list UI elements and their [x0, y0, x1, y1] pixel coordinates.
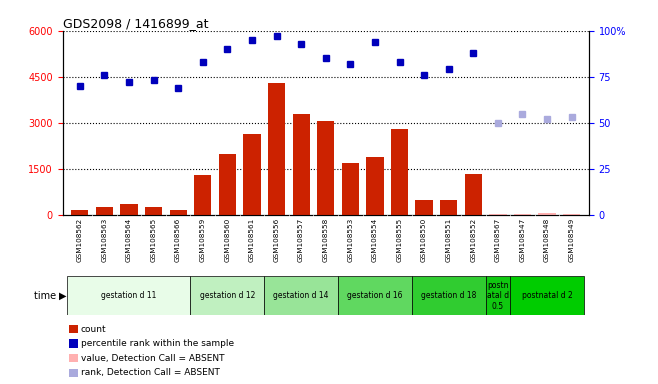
Bar: [120, 204, 138, 215]
Text: GSM108560: GSM108560: [224, 218, 230, 262]
Text: GSM108550: GSM108550: [421, 218, 427, 262]
Text: GSM108548: GSM108548: [544, 218, 550, 262]
Text: GSM108553: GSM108553: [347, 218, 353, 262]
Text: GSM108547: GSM108547: [520, 218, 526, 262]
Bar: [293, 114, 310, 215]
Text: GSM108554: GSM108554: [372, 218, 378, 262]
Bar: [190, 276, 265, 315]
Bar: [538, 213, 556, 215]
Text: GSM108557: GSM108557: [298, 218, 304, 262]
Text: GSM108555: GSM108555: [397, 218, 403, 262]
Text: gestation d 14: gestation d 14: [273, 291, 329, 300]
Text: GSM108559: GSM108559: [200, 218, 206, 262]
Bar: [514, 214, 531, 215]
Bar: [486, 276, 510, 315]
Bar: [338, 276, 412, 315]
Text: postnatal d 2: postnatal d 2: [522, 291, 572, 300]
Bar: [465, 174, 482, 215]
Bar: [265, 276, 338, 315]
Bar: [95, 207, 113, 215]
Text: GSM108566: GSM108566: [175, 218, 181, 262]
Text: percentile rank within the sample: percentile rank within the sample: [81, 339, 234, 348]
Text: GSM108552: GSM108552: [470, 218, 476, 262]
Text: GSM108551: GSM108551: [445, 218, 451, 262]
Text: value, Detection Call = ABSENT: value, Detection Call = ABSENT: [81, 354, 224, 363]
Text: ▶: ▶: [59, 291, 66, 301]
Text: gestation d 18: gestation d 18: [421, 291, 476, 300]
Bar: [490, 214, 507, 215]
Text: gestation d 12: gestation d 12: [199, 291, 255, 300]
Bar: [342, 163, 359, 215]
Bar: [415, 200, 433, 215]
Bar: [440, 200, 457, 215]
Bar: [243, 134, 261, 215]
Text: GSM108561: GSM108561: [249, 218, 255, 262]
Bar: [194, 175, 211, 215]
Text: GSM108562: GSM108562: [77, 218, 83, 262]
Text: GSM108558: GSM108558: [322, 218, 329, 262]
Text: GSM108563: GSM108563: [101, 218, 107, 262]
Text: rank, Detection Call = ABSENT: rank, Detection Call = ABSENT: [81, 368, 220, 377]
Text: GSM108565: GSM108565: [151, 218, 157, 262]
Text: GSM108564: GSM108564: [126, 218, 132, 262]
Bar: [71, 210, 88, 215]
Bar: [563, 214, 580, 215]
Bar: [170, 210, 187, 215]
Text: GSM108567: GSM108567: [495, 218, 501, 262]
Text: GDS2098 / 1416899_at: GDS2098 / 1416899_at: [63, 17, 208, 30]
Text: GSM108556: GSM108556: [274, 218, 280, 262]
Bar: [317, 121, 334, 215]
Bar: [412, 276, 486, 315]
Text: GSM108549: GSM108549: [569, 218, 574, 262]
Bar: [145, 207, 162, 215]
Bar: [218, 154, 236, 215]
Text: gestation d 11: gestation d 11: [101, 291, 157, 300]
Bar: [67, 276, 190, 315]
Text: gestation d 16: gestation d 16: [347, 291, 403, 300]
Bar: [510, 276, 584, 315]
Text: count: count: [81, 324, 107, 334]
Bar: [391, 129, 408, 215]
Text: time: time: [34, 291, 59, 301]
Bar: [367, 157, 384, 215]
Bar: [268, 83, 285, 215]
Text: postn
atal d
0.5: postn atal d 0.5: [487, 281, 509, 311]
